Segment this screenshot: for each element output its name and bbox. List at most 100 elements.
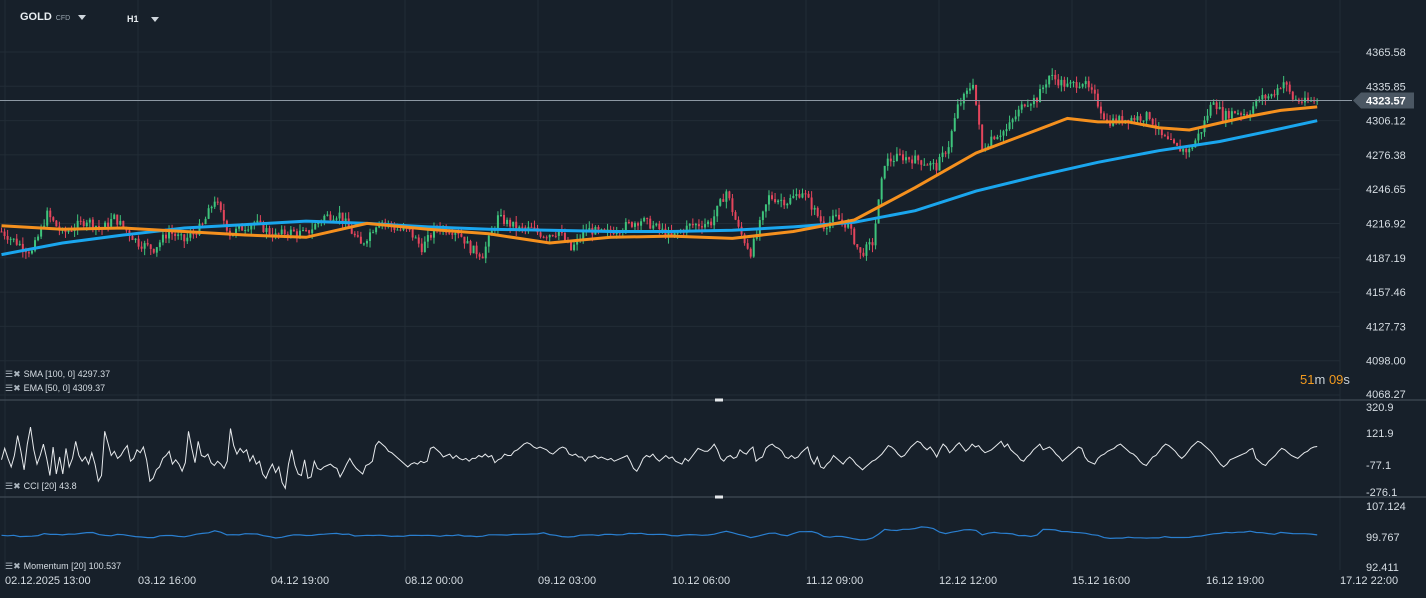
ema-legend[interactable]: ☰✖ EMA [50, 0] 4309.37 <box>5 383 105 394</box>
candle-body <box>688 223 691 226</box>
candle-body <box>1279 88 1282 90</box>
candle-body <box>399 229 402 231</box>
candle-body <box>460 233 463 237</box>
candle-body <box>362 243 365 245</box>
momentum-tick: 99.767 <box>1366 532 1400 544</box>
cci-legend[interactable]: ☰✖ CCI [20] 43.8 <box>5 481 77 492</box>
candle-body <box>767 195 770 205</box>
time-tick: 12.12 12:00 <box>939 575 997 587</box>
candle-body <box>119 220 122 225</box>
candle-body <box>1173 139 1176 144</box>
candle-body <box>1005 129 1008 132</box>
candle-body <box>901 154 904 161</box>
candle-body <box>414 237 417 239</box>
chevron-down-icon <box>150 17 159 23</box>
candle-body <box>670 231 673 236</box>
candle-body <box>914 155 917 164</box>
candle-body <box>704 224 707 228</box>
candle-body <box>880 178 883 200</box>
current-price-tag <box>1353 92 1414 109</box>
candle-body <box>1246 114 1249 117</box>
candle-body <box>27 252 30 254</box>
candle-body <box>164 234 167 239</box>
price-tick: 4068.27 <box>1366 389 1406 401</box>
candle-body <box>573 244 576 251</box>
candle-body <box>423 241 426 253</box>
momentum-legend[interactable]: ☰✖ Momentum [20] 100.537 <box>5 561 121 572</box>
candle-body <box>557 231 560 236</box>
candle-body <box>1008 122 1011 130</box>
candle-body <box>155 247 158 253</box>
timeframe-selector[interactable]: H1 <box>127 14 159 24</box>
candle-body <box>831 215 834 222</box>
candle-body <box>512 221 515 227</box>
candle-body <box>801 193 804 198</box>
sma-legend[interactable]: ☰✖ SMA [100, 0] 4297.37 <box>5 369 110 380</box>
candle-body <box>618 232 621 234</box>
countdown-minutes: 51 <box>1300 372 1315 387</box>
candle-body <box>941 152 944 157</box>
candle-body <box>731 198 734 213</box>
candle-body <box>457 233 460 235</box>
candle-body <box>487 235 490 247</box>
price-tick: 4246.65 <box>1366 184 1406 196</box>
candle-body <box>1133 117 1136 121</box>
countdown-seconds: 09 <box>1328 372 1344 387</box>
candle-body <box>88 219 91 223</box>
momentum-tick: 92.411 <box>1366 562 1399 574</box>
candle-body <box>905 157 908 161</box>
settings-icon[interactable]: ☰✖ <box>5 383 21 393</box>
candle-body <box>676 232 679 234</box>
cci-tick: 121.9 <box>1366 428 1394 440</box>
price-tick: 4335.85 <box>1366 81 1406 93</box>
price-tick: 4127.73 <box>1366 321 1406 333</box>
candle-body <box>472 245 475 254</box>
candle-body <box>82 221 85 227</box>
candle-body <box>658 223 661 230</box>
time-tick: 09.12 03:00 <box>538 575 596 587</box>
candle-body <box>981 124 984 150</box>
candle-body <box>570 241 573 251</box>
candle-body <box>865 244 868 256</box>
candle-body <box>1151 119 1154 125</box>
candle-body <box>506 219 509 224</box>
candle-body <box>183 234 186 242</box>
candle-body <box>466 241 469 244</box>
momentum-line <box>1 526 1318 541</box>
candle-body <box>64 229 67 233</box>
candle-body <box>972 84 975 89</box>
candle-body <box>329 214 332 221</box>
candle-body <box>920 160 923 165</box>
ema-label: EMA [50, 0] <box>23 383 71 393</box>
candle-body <box>1054 74 1057 80</box>
symbol-selector[interactable]: GOLD CFD <box>20 11 87 23</box>
candle-body <box>783 199 786 206</box>
settings-icon[interactable]: ☰✖ <box>5 481 21 491</box>
candle-body <box>67 230 70 233</box>
candle-body <box>344 218 347 222</box>
candle-body <box>728 191 731 199</box>
candle-body <box>375 227 378 233</box>
candle-body <box>43 225 46 227</box>
candle-body <box>235 228 238 234</box>
candle-body <box>110 219 113 227</box>
settings-icon[interactable]: ☰✖ <box>5 369 21 379</box>
candle-body <box>295 231 298 236</box>
candle-body <box>978 104 981 125</box>
candle-body <box>6 236 9 240</box>
candle-body <box>149 244 152 249</box>
candle-body <box>177 234 180 236</box>
candle-body <box>49 210 52 218</box>
candle-body <box>429 235 432 238</box>
timeframe-label: H1 <box>127 14 139 24</box>
candle-body <box>1218 107 1221 109</box>
candle-body <box>886 158 889 166</box>
candle-body <box>198 223 201 235</box>
time-tick: 02.12.2025 13:00 <box>5 575 91 587</box>
candle-body <box>1057 79 1060 86</box>
candle-body <box>563 232 566 241</box>
settings-icon[interactable]: ☰✖ <box>5 561 21 571</box>
candle-body <box>499 214 502 216</box>
sma-label: SMA [100, 0] <box>23 369 76 379</box>
price-tick: 4216.92 <box>1366 219 1406 231</box>
